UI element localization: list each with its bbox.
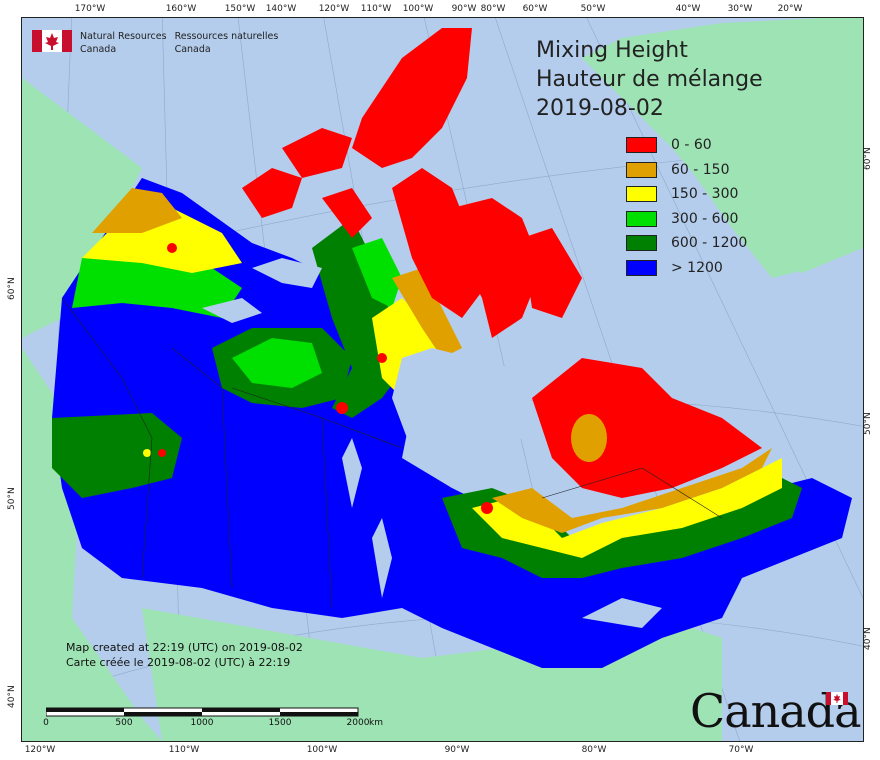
mixing-height-map [22,18,863,741]
agency-fr-line2: Canada [174,44,211,55]
title-english: Mixing Height [536,38,688,63]
top-tick-label: 60°W [522,4,548,14]
legend-item: 0 - 60 [626,133,747,158]
yukon-orange [92,188,182,233]
legend-swatch [626,210,657,227]
lakes [202,258,662,628]
top-tick-label: 170°W [74,4,106,14]
agency-english: Natural Resources Canada [80,30,167,56]
bottom-tick-label: 80°W [581,745,607,755]
legend-label: 150 - 300 [671,186,739,203]
legend-swatch [626,137,657,154]
legend-swatch [626,161,657,178]
legend-swatch [626,186,657,203]
title-date: 2019-08-02 [536,96,664,121]
top-tick-label: 150°W [224,4,256,14]
hotspots [143,192,493,514]
agency-en-line2: Canada [80,44,117,55]
bottom-tick-label: 110°W [168,745,200,755]
legend-item: 600 - 1200 [626,231,747,256]
legend-item: 60 - 150 [626,158,747,183]
top-tick-label: 90°W [451,4,477,14]
quebec-orange [492,448,772,533]
top-tick-label: 20°W [777,4,803,14]
top-tick-label: 50°W [580,4,606,14]
legend: 0 - 60 60 - 150 150 - 300 300 - 600 600 - 12… [626,133,747,280]
agency-french: Ressources naturelles Canada [175,30,279,56]
top-tick-label: 120°W [318,4,350,14]
bottom-tick-label: 120°W [24,745,56,755]
legend-label: 300 - 600 [671,210,739,227]
top-tick-label: 100°W [402,4,434,14]
top-tick-label: 30°W [727,4,753,14]
legend-swatch [626,235,657,252]
scale-unit: km [369,718,383,728]
title-french: Hauteur de mélange [536,67,763,92]
greenland [632,28,863,278]
bottom-tick-label: 70°W [728,745,754,755]
legend-label: 600 - 1200 [671,235,748,252]
bottom-tick-label: 100°W [306,745,338,755]
left-tick-label: 40°N [7,685,17,708]
wordmark-flag-icon [826,690,848,705]
great-slave-lightgreen [232,338,322,388]
left-tick-label: 60°N [7,277,17,300]
quebec-red [532,358,762,498]
top-tick-label: 40°W [675,4,701,14]
hudson-bay [392,348,532,488]
legend-item: 150 - 300 [626,182,747,207]
arctic-islands-red [242,28,582,338]
bottom-tick-label: 90°W [444,745,470,755]
right-tick-label: 50°N [863,412,873,435]
legend-swatch [626,259,657,276]
agency-signature: Natural Resources Canada Ressources natu… [32,30,278,56]
legend-label: > 1200 [671,259,723,276]
kivalliq-lightgreen [352,238,402,308]
provincial-borders [61,297,723,609]
quebec-orange-spot [571,414,607,462]
top-tick-label: 160°W [165,4,197,14]
canada-flag-icon [32,30,72,52]
scale-bar: 0 500 1000 1500 2000 km [43,704,383,728]
scale-label: 1000 [190,718,214,728]
scale-label: 2000 [346,718,370,728]
top-tick-label: 140°W [265,4,297,14]
hudson-orange [392,268,462,358]
legend-item: 300 - 600 [626,207,747,232]
map-title: Mixing Height Hauteur de mélange 2019-08… [536,36,763,123]
legend-item: > 1200 [626,256,747,281]
credit-french: Carte créée le 2019-08-02 (UTC) à 22:19 [66,656,291,669]
right-tick-label: 60°N [863,147,873,170]
scale-bar-graphic [45,707,359,717]
quebec-yellow [472,458,782,558]
credit-english: Map created at 22:19 (UTC) on 2019-08-02 [66,641,303,654]
legend-label: 0 - 60 [671,137,712,154]
top-tick-label: 80°W [480,4,506,14]
legend-label: 60 - 150 [671,161,730,178]
agency-fr-line1: Ressources naturelles [174,31,279,42]
scale-label: 0 [43,718,49,728]
scale-label: 1500 [268,718,292,728]
scale-label: 500 [115,718,133,728]
left-tick-label: 50°N [7,487,17,510]
right-tick-label: 40°N [863,627,873,650]
agency-en-line1: Natural Resources [80,31,167,42]
map-credit: Map created at 22:19 (UTC) on 2019-08-02… [66,640,303,670]
top-tick-label: 110°W [360,4,392,14]
map-area [21,17,864,742]
